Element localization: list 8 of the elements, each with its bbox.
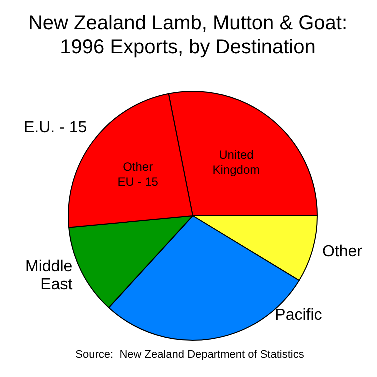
slice-label: Other EU - 15 xyxy=(118,160,159,189)
slice-label: Middle East xyxy=(26,258,74,294)
slice-label: Pacific xyxy=(275,307,322,324)
slice-label: Other xyxy=(322,244,364,261)
chart-title: New Zealand Lamb, Mutton & Goat: 1996 Exports, by Destination xyxy=(28,12,348,59)
text: E.U. - 15 xyxy=(24,119,88,136)
slice-label: United Kingdom xyxy=(212,148,260,177)
source-note: Source: New Zealand Department of Statistics xyxy=(76,349,305,362)
